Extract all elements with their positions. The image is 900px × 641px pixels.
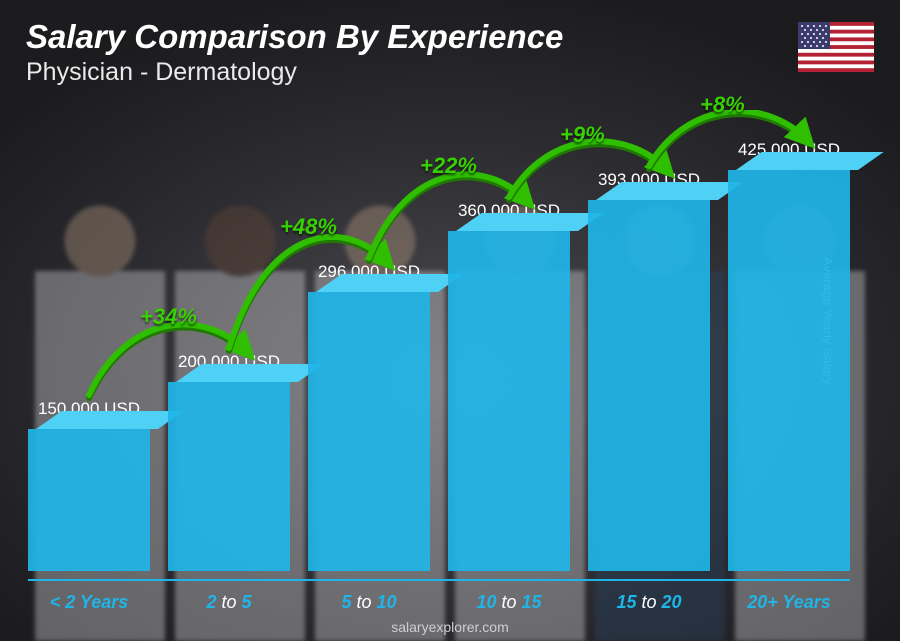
x-axis-label: < 2 Years <box>28 592 150 613</box>
xlabel-prefix: < 2 <box>50 592 76 612</box>
xlabel-middle: to <box>496 592 521 612</box>
bar-chart: 150,000 USD200,000 USD296,000 USD360,000… <box>28 110 850 571</box>
bar-slot: 200,000 USD <box>168 352 290 571</box>
xlabel-prefix: 15 <box>616 592 636 612</box>
xlabel-prefix: 5 <box>341 592 351 612</box>
pct-increase-badge: +9% <box>560 122 605 148</box>
xlabel-suffix: 5 <box>242 592 252 612</box>
x-axis-label: 10 to 15 <box>448 592 570 613</box>
bar <box>448 231 570 571</box>
xlabel-suffix: Years <box>778 592 831 612</box>
pct-increase-badge: +8% <box>700 92 745 118</box>
x-axis: < 2 Years2 to 55 to 1010 to 1515 to 2020… <box>28 592 850 613</box>
pct-increase-badge: +22% <box>420 153 477 179</box>
bar-slot: 393,000 USD <box>588 170 710 571</box>
bar <box>168 382 290 571</box>
xlabel-suffix: Years <box>75 592 128 612</box>
x-axis-label: 5 to 10 <box>308 592 430 613</box>
xlabel-middle: to <box>351 592 376 612</box>
footer-attribution: salaryexplorer.com <box>0 619 900 635</box>
x-axis-label: 2 to 5 <box>168 592 290 613</box>
bar <box>728 170 850 571</box>
xlabel-prefix: 20+ <box>747 592 778 612</box>
chart-title: Salary Comparison By Experience <box>26 18 874 56</box>
bar-slot: 150,000 USD <box>28 399 150 571</box>
bar <box>308 292 430 571</box>
x-axis-divider <box>28 579 850 581</box>
pct-increase-badge: +48% <box>280 214 337 240</box>
us-flag-icon <box>798 22 874 72</box>
xlabel-prefix: 10 <box>476 592 496 612</box>
bar-slot: 296,000 USD <box>308 262 430 571</box>
pct-increase-badge: +34% <box>140 304 197 330</box>
header: Salary Comparison By Experience Physicia… <box>26 18 874 87</box>
x-axis-label: 15 to 20 <box>588 592 710 613</box>
bar-slot: 425,000 USD <box>728 140 850 571</box>
xlabel-prefix: 2 <box>206 592 216 612</box>
xlabel-suffix: 10 <box>377 592 397 612</box>
xlabel-suffix: 20 <box>662 592 682 612</box>
xlabel-suffix: 15 <box>522 592 542 612</box>
xlabel-middle: to <box>636 592 661 612</box>
bar-slot: 360,000 USD <box>448 201 570 571</box>
xlabel-middle: to <box>216 592 241 612</box>
bar <box>588 200 710 571</box>
x-axis-label: 20+ Years <box>728 592 850 613</box>
chart-subtitle: Physician - Dermatology <box>26 58 874 87</box>
bar <box>28 429 150 571</box>
